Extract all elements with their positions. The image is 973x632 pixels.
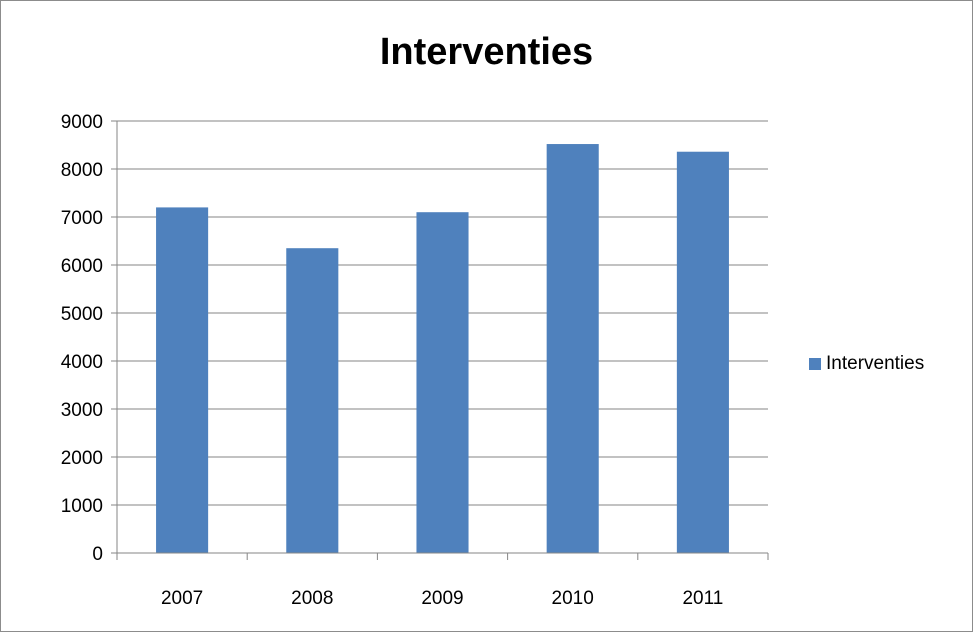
legend-swatch	[809, 358, 821, 370]
axes	[111, 120, 769, 560]
y-tick-label: 8000	[61, 160, 103, 181]
bars	[156, 144, 729, 554]
legend-label: Interventies	[826, 353, 925, 374]
legend: Interventies	[809, 353, 924, 375]
y-tick-label: 2000	[61, 448, 103, 469]
x-tick-label: 2007	[161, 588, 203, 609]
x-tick-label: 2009	[421, 588, 463, 609]
bar-2008	[286, 248, 339, 553]
chart-title: Interventies	[379, 31, 594, 73]
y-tick-label: 4000	[61, 352, 103, 373]
bar-2011	[676, 151, 729, 553]
y-tick-label: 7000	[61, 208, 103, 229]
x-tick-label: 2008	[291, 588, 333, 609]
bar-2010	[546, 144, 599, 554]
x-tick-label: 2010	[552, 588, 594, 609]
bar-2009	[416, 212, 469, 553]
bar-2007	[156, 207, 209, 553]
y-tick-label: 6000	[61, 256, 103, 277]
y-tick-label: 1000	[61, 496, 103, 517]
y-tick-label: 9000	[61, 112, 103, 133]
y-tick-label: 5000	[61, 304, 103, 325]
x-tick-label: 2011	[682, 588, 723, 609]
y-tick-label: 0	[92, 544, 103, 565]
y-tick-label: 3000	[61, 400, 103, 421]
tick-labels: 0 1000 2000 3000 4000 5000 6000 7000 8000 9000 200…	[61, 112, 724, 609]
